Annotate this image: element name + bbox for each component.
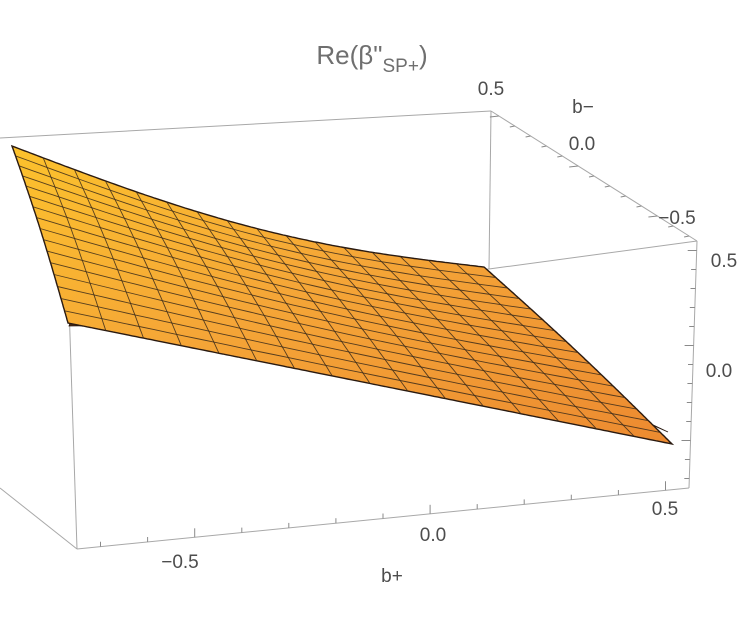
y-tick — [668, 225, 674, 228]
y-tick-label: −0.5 — [658, 208, 696, 229]
mesh-line-bplus — [57, 286, 637, 410]
y-tick — [588, 175, 595, 178]
y-tick — [489, 115, 499, 118]
y-tick-label: 0.0 — [569, 134, 595, 155]
surface — [10, 144, 675, 446]
mesh-line-bplus — [53, 274, 626, 399]
x-tick-label: −0.5 — [161, 552, 199, 573]
y-tick — [684, 235, 690, 238]
mesh-line-bminus — [428, 259, 597, 430]
mesh-line-bminus — [371, 251, 522, 415]
mesh-line-bplus — [43, 239, 590, 365]
y-tick — [509, 125, 515, 128]
surface-mesh — [15, 155, 661, 437]
y-tick — [541, 145, 547, 148]
x-tick-label: 0.0 — [420, 525, 446, 546]
z-tick-label: 0.0 — [706, 361, 732, 382]
mesh-line-bminus — [285, 235, 409, 392]
y-axis-label: b− — [572, 97, 594, 118]
mesh-line-bplus — [60, 298, 649, 422]
y-tick — [636, 205, 642, 208]
mesh-line-bminus — [400, 256, 560, 422]
y-tick-label: 0.5 — [478, 79, 504, 100]
mesh-line-bminus — [314, 241, 446, 399]
mesh-line-bplus — [39, 228, 579, 353]
y-tick — [604, 185, 610, 188]
y-tick — [557, 155, 563, 158]
mesh-line-bplus — [50, 262, 614, 387]
mesh-line-bplus — [46, 250, 602, 376]
mesh-line-bminus — [343, 247, 484, 407]
x-axis-label: b+ — [381, 566, 403, 587]
y-tick — [525, 135, 531, 138]
y-tick — [620, 195, 626, 198]
axis-ticks — [100, 115, 697, 547]
surface-top — [10, 144, 675, 446]
mesh-line-bminus — [455, 263, 635, 437]
x-tick-label: 0.5 — [652, 499, 678, 520]
y-tick — [648, 215, 658, 218]
z-tick-label: 0.5 — [711, 251, 737, 272]
mesh-line-bplus — [64, 310, 661, 433]
chart-title: Re(β"SP+) — [316, 40, 427, 77]
y-tick — [569, 165, 579, 168]
